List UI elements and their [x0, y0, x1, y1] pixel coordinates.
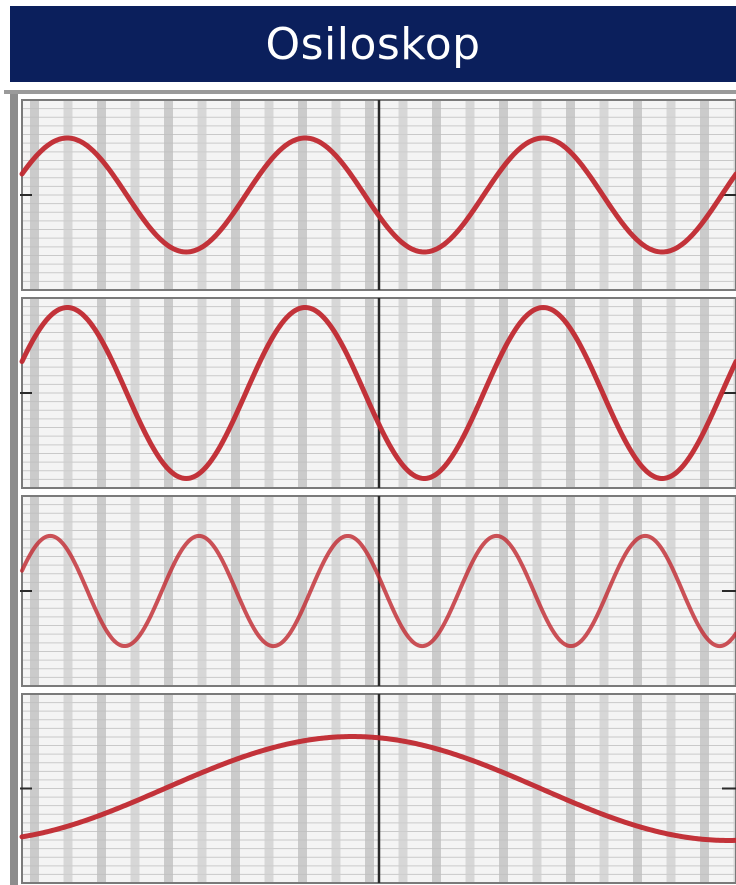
grid-band-vertical: [331, 694, 341, 883]
waveform-trace: [19, 304, 736, 482]
grid-band-vertical: [666, 100, 676, 290]
waveform-trace: [19, 135, 736, 255]
grid-band-vertical: [365, 694, 374, 883]
grid-band-vertical: [499, 100, 508, 290]
grid-band-vertical: [97, 298, 106, 488]
grid-band-vertical: [264, 694, 274, 883]
grid-band-vertical: [30, 496, 39, 686]
grid-band-vertical: [298, 694, 307, 883]
grid-band-vertical: [331, 100, 341, 290]
grid-band-vertical: [566, 694, 575, 883]
grid-band-vertical: [365, 100, 374, 290]
grid-band-vertical: [264, 298, 274, 488]
top-bezel: [4, 90, 736, 94]
grid-band-vertical: [298, 298, 307, 488]
grid-band-vertical: [264, 100, 274, 290]
grid-band-vertical: [633, 496, 642, 686]
grid-band-vertical: [30, 694, 39, 883]
scope-panel: [19, 99, 736, 291]
grid-band-vertical: [30, 100, 39, 290]
grid-band-vertical: [666, 298, 676, 488]
grid-band-vertical: [97, 100, 106, 290]
grid-band-vertical: [63, 100, 73, 290]
grid-band-vertical: [264, 496, 274, 686]
grid-band-vertical: [566, 100, 575, 290]
grid-band-vertical: [30, 298, 39, 488]
grid-band-vertical: [398, 100, 408, 290]
waveform-trace: [20, 533, 736, 649]
grid-band-vertical: [432, 100, 441, 290]
grid-band-vertical: [465, 298, 475, 488]
grid-band-vertical: [130, 298, 140, 488]
grid-band-vertical: [197, 496, 207, 686]
grid-band-vertical: [432, 298, 441, 488]
grid-band-vertical: [298, 496, 307, 686]
grid-band-vertical: [398, 298, 408, 488]
grid-band-vertical: [532, 100, 542, 290]
page-title: Osiloskop: [265, 18, 481, 70]
waveform-trace: [19, 734, 736, 843]
grid-band-vertical: [164, 496, 173, 686]
grid-band-vertical: [666, 694, 676, 883]
scope-panel: [19, 297, 736, 489]
grid-band-vertical: [432, 496, 441, 686]
grid-band-vertical: [465, 694, 475, 883]
grid-band-vertical: [700, 694, 709, 883]
grid-band-vertical: [331, 298, 341, 488]
scope-panel: [20, 495, 736, 687]
grid-band-vertical: [331, 496, 341, 686]
grid-band-vertical: [231, 298, 240, 488]
grid-band-vertical: [499, 694, 508, 883]
grid-band-vertical: [97, 694, 106, 883]
grid-band-vertical: [63, 496, 73, 686]
grid-band-vertical: [532, 496, 542, 686]
grid-band-vertical: [666, 496, 676, 686]
scope-panel: [19, 693, 736, 884]
grid-band-vertical: [365, 298, 374, 488]
grid-band-vertical: [231, 100, 240, 290]
grid-band-vertical: [499, 496, 508, 686]
grid-band-vertical: [197, 298, 207, 488]
grid-band-vertical: [398, 496, 408, 686]
grid-band-vertical: [63, 298, 73, 488]
grid-band-vertical: [599, 694, 609, 883]
grid-band-vertical: [130, 496, 140, 686]
grid-band-vertical: [599, 496, 609, 686]
grid-band-vertical: [130, 100, 140, 290]
grid-band-vertical: [398, 694, 408, 883]
grid-band-vertical: [231, 694, 240, 883]
grid-band-vertical: [566, 496, 575, 686]
grid-band-vertical: [164, 100, 173, 290]
grid-band-vertical: [197, 100, 207, 290]
grid-band-vertical: [700, 496, 709, 686]
title-bar: Osiloskop: [10, 6, 736, 82]
grid-band-vertical: [164, 298, 173, 488]
grid-band-vertical: [365, 496, 374, 686]
grid-band-vertical: [298, 100, 307, 290]
grid-band-vertical: [633, 298, 642, 488]
grid-band-vertical: [465, 100, 475, 290]
grid-band-vertical: [499, 298, 508, 488]
grid-band-vertical: [465, 496, 475, 686]
grid-band-vertical: [130, 694, 140, 883]
grid-band-vertical: [700, 298, 709, 488]
grid-band-vertical: [432, 694, 441, 883]
grid-band-vertical: [63, 694, 73, 883]
grid-band-vertical: [97, 496, 106, 686]
grid-band-vertical: [532, 298, 542, 488]
grid-band-vertical: [700, 100, 709, 290]
grid-band-vertical: [197, 694, 207, 883]
grid-band-vertical: [633, 694, 642, 883]
grid-band-vertical: [633, 100, 642, 290]
left-bezel: [10, 92, 18, 885]
grid-band-vertical: [566, 298, 575, 488]
